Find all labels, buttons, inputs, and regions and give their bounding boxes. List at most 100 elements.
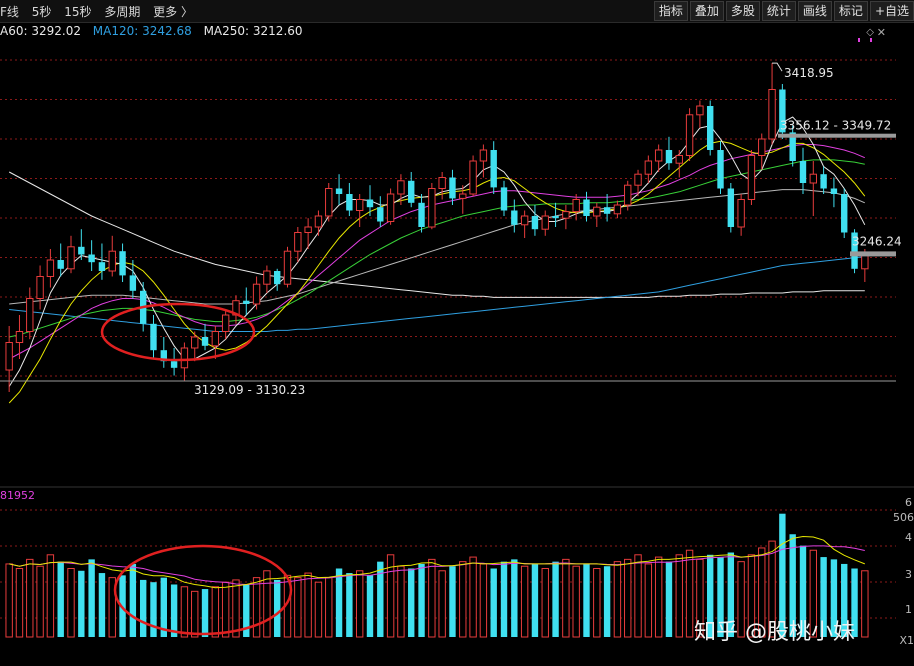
volume-bar-up bbox=[593, 568, 601, 638]
vol-axis-label-3: 3 bbox=[905, 568, 912, 581]
top-toolbar: F线 5秒 15秒 多周期 更多 〉 指标 叠加 多股 统计 画线 标记 +自选 bbox=[0, 0, 914, 23]
volume-bar-down bbox=[779, 513, 786, 637]
candle-body-up bbox=[613, 204, 622, 215]
candle-body-up bbox=[562, 211, 570, 219]
volume-bar-down bbox=[799, 545, 807, 637]
candle-body-up bbox=[654, 149, 663, 162]
highlight-circle-volume bbox=[113, 544, 293, 636]
volume-bar-down bbox=[201, 589, 209, 637]
volume-bar-down bbox=[160, 577, 167, 637]
candle-body-down bbox=[552, 216, 559, 219]
volume-bar-down bbox=[851, 568, 858, 637]
candle-body-up bbox=[685, 114, 694, 157]
ma120-legend: MA120: 3242.68 bbox=[92, 24, 192, 38]
volume-bar-up bbox=[180, 586, 189, 638]
volume-bar-up bbox=[15, 568, 24, 638]
add-watchlist-button[interactable]: +自选 bbox=[869, 1, 914, 21]
volume-bar-up bbox=[737, 561, 745, 638]
candle-body-down bbox=[346, 194, 353, 211]
volume-bar-up bbox=[397, 565, 405, 638]
tab-multi-period[interactable]: 多周期 bbox=[104, 5, 141, 19]
highlight-circle-price bbox=[100, 302, 256, 362]
candle-body-up bbox=[469, 160, 477, 195]
mark-button[interactable]: 标记 bbox=[833, 1, 868, 21]
volume-bar-up bbox=[386, 554, 395, 638]
dots-icon[interactable] bbox=[858, 38, 872, 42]
candle-body-down bbox=[490, 150, 497, 188]
overlay-button[interactable]: 叠加 bbox=[689, 1, 724, 21]
tab-daily[interactable]: F线 bbox=[0, 5, 19, 19]
candle-body-up bbox=[263, 270, 271, 285]
tab-15s[interactable]: 15秒 bbox=[64, 5, 92, 19]
volume-bar-up bbox=[644, 563, 653, 638]
volume-bar-down bbox=[789, 534, 796, 637]
candle-body-down bbox=[583, 199, 590, 216]
candle-body-down bbox=[511, 210, 518, 225]
close-icon[interactable]: ✕ bbox=[876, 26, 886, 39]
volume-bar-down bbox=[98, 573, 106, 637]
candle-body-down bbox=[170, 361, 178, 368]
candle-body-up bbox=[624, 184, 632, 206]
candle-body-up bbox=[809, 173, 817, 184]
volume-bar-down bbox=[500, 561, 508, 637]
ma60-legend: A60: 3292.02 bbox=[0, 24, 81, 38]
volume-bar-up bbox=[861, 570, 869, 638]
candle-body-up bbox=[67, 246, 75, 270]
multi-stock-button[interactable]: 多股 bbox=[725, 1, 760, 21]
tab-5s[interactable]: 5秒 bbox=[31, 5, 52, 19]
candle-body-down bbox=[531, 216, 539, 230]
volume-bar-down bbox=[346, 573, 353, 637]
candle-body-up bbox=[758, 138, 766, 156]
candle-body-down bbox=[851, 232, 858, 269]
candle-body-up bbox=[541, 215, 549, 230]
volume-bar-up bbox=[428, 558, 436, 638]
candle-body-down bbox=[665, 150, 673, 164]
ma20-line bbox=[8, 144, 865, 360]
candle-body-up bbox=[520, 215, 529, 226]
diamond-icon[interactable]: ◇ bbox=[866, 27, 874, 38]
high-marker-arrow bbox=[772, 62, 783, 72]
volume-bar-up bbox=[232, 579, 240, 638]
ma10-line bbox=[8, 140, 866, 404]
volume-bar-up bbox=[26, 558, 34, 638]
volume-bar-up bbox=[459, 561, 467, 638]
volume-bar-down bbox=[830, 559, 838, 637]
volume-bar-down bbox=[129, 563, 137, 637]
volume-bar-up bbox=[675, 554, 683, 638]
statistics-button[interactable]: 统计 bbox=[761, 1, 796, 21]
volume-bar-up bbox=[685, 549, 694, 638]
candle-body-down bbox=[727, 188, 735, 227]
candle-body-down bbox=[408, 180, 415, 203]
candle-body-down bbox=[830, 188, 838, 194]
candle-body-up bbox=[221, 314, 230, 332]
volume-bar-up bbox=[191, 590, 199, 638]
candle-body-down bbox=[779, 89, 786, 133]
volume-bar-down bbox=[408, 568, 415, 637]
tool-buttons: 指标 叠加 多股 统计 画线 标记 +自选 bbox=[652, 1, 914, 21]
volume-bar-up bbox=[654, 556, 663, 638]
volume-bar-up bbox=[520, 565, 529, 638]
tab-more[interactable]: 更多 〉 bbox=[153, 5, 193, 19]
kline-chart[interactable]: 3418.95 3356.12 - 3349.72 3246.24 3129.09 -… bbox=[0, 40, 914, 666]
candle-body-up bbox=[180, 347, 189, 369]
candle-body-down bbox=[274, 271, 281, 285]
volume-bar-up bbox=[613, 561, 622, 638]
vol-axis-label-x1: X1 bbox=[899, 634, 914, 647]
candle-body-down bbox=[57, 260, 64, 269]
ma30-line bbox=[9, 159, 865, 338]
candle-body-up bbox=[26, 298, 34, 332]
volume-bar-up bbox=[314, 581, 323, 638]
candle-body-up bbox=[355, 199, 364, 211]
candle-body-down bbox=[820, 174, 827, 189]
current-price-marker bbox=[850, 251, 896, 257]
indicator-button[interactable]: 指标 bbox=[653, 1, 688, 21]
volume-bar-up bbox=[5, 563, 13, 638]
volume-bar-up bbox=[36, 565, 44, 638]
volume-bar-down bbox=[243, 584, 250, 637]
candle-body-up bbox=[438, 177, 446, 189]
resistance-marker bbox=[778, 133, 896, 138]
candle-body-up bbox=[386, 193, 395, 222]
draw-line-button[interactable]: 画线 bbox=[797, 1, 832, 21]
volume-bar-up bbox=[541, 568, 549, 638]
volume-bar-up bbox=[304, 572, 312, 638]
